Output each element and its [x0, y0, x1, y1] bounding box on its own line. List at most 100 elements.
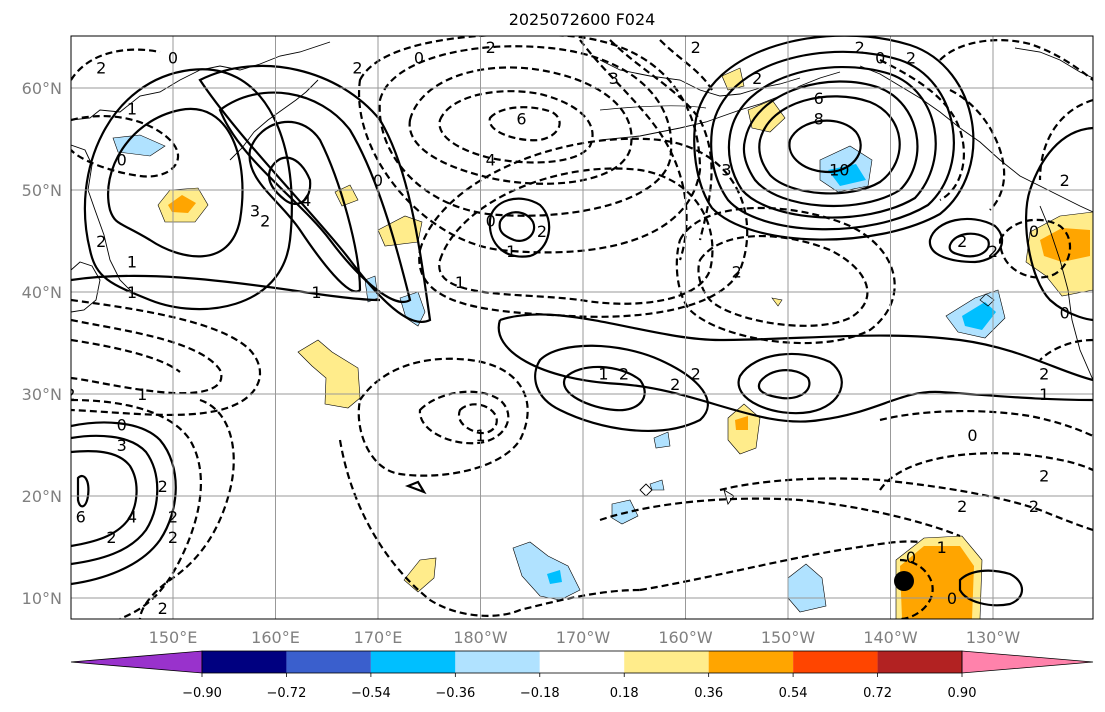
- contour-label: 0: [875, 48, 885, 67]
- contour-line: [418, 137, 749, 318]
- contour-label: 0: [967, 426, 977, 445]
- contour-line: [499, 313, 1093, 382]
- contour-line: [378, 45, 673, 217]
- contour-line: [71, 450, 138, 548]
- contour-label: 2: [168, 507, 178, 526]
- contour-line: [71, 274, 381, 302]
- contour-line: [948, 232, 990, 258]
- graticule: [71, 36, 1093, 619]
- shade-deep-blue: [828, 164, 866, 186]
- contour-label: 1: [1039, 385, 1049, 404]
- contour-label: 2: [486, 38, 496, 57]
- lat-tick-label: 40°N: [22, 283, 62, 302]
- contour-line: [758, 95, 901, 195]
- shade-blue: [512, 541, 581, 601]
- contour-line: [1038, 98, 1093, 181]
- contour-label: 3: [609, 69, 619, 88]
- contour-label: 3: [250, 201, 260, 220]
- contour-line: [697, 234, 869, 327]
- lon-tick-label: 170°W: [556, 628, 611, 647]
- contour-label: 3: [117, 436, 127, 455]
- contour-label: 2: [106, 528, 116, 547]
- contour-line: [719, 477, 1093, 532]
- lat-tick-label: 60°N: [22, 79, 62, 98]
- contour-label: 2: [855, 38, 865, 57]
- contour-line: [788, 119, 862, 174]
- coastline: [71, 261, 101, 313]
- contour-line: [879, 409, 1093, 437]
- contour-line: [71, 48, 161, 81]
- colorbar-extend-low: [70, 650, 203, 674]
- shade-blue: [653, 431, 671, 449]
- contour-line: [693, 36, 975, 241]
- contour-label: 2: [957, 497, 967, 516]
- contour-label: 2: [1039, 365, 1049, 384]
- colorbar-frame: [201, 650, 963, 674]
- contour-line: [338, 439, 641, 617]
- lon-tick-label: 160°W: [658, 628, 713, 647]
- contour-label: 2: [1039, 467, 1049, 486]
- contour-label: 0: [947, 589, 957, 608]
- contour-line: [71, 338, 181, 373]
- contour-label: 2: [168, 528, 178, 547]
- coastline-layer: [71, 41, 1093, 505]
- colorbar-bin: [286, 651, 371, 673]
- shade-yellow: [377, 215, 423, 247]
- contour-line: [404, 480, 427, 495]
- contour-line: [107, 107, 244, 258]
- contour-line: [138, 398, 235, 619]
- contour-line: [742, 80, 919, 208]
- contour-label: 4: [486, 150, 496, 169]
- shade-blue: [649, 479, 665, 491]
- contour-label: 2: [691, 365, 701, 384]
- contour-label: 2: [96, 232, 106, 251]
- shade-yellow: [403, 557, 437, 593]
- contour-line: [609, 39, 713, 241]
- contour-label: 0: [906, 548, 916, 567]
- contour-line: [710, 50, 955, 231]
- contour-label: 2: [619, 365, 629, 384]
- axis-tick-labels: 60°N 50°N 40°N 30°N 20°N 10°N 150°E 160°E 170°E 1…: [22, 79, 1021, 647]
- contour-label: 1: [127, 283, 137, 302]
- thin-features: [599, 105, 995, 307]
- contour-label: 2: [957, 232, 967, 251]
- storm-marker: [894, 571, 914, 591]
- contour-label: 3: [721, 161, 731, 180]
- colorbar-bin: [370, 651, 456, 673]
- colorbar-tick-label: −0.54: [351, 686, 391, 701]
- contour-line: [71, 298, 262, 417]
- contour-label: 10: [829, 161, 849, 180]
- contour-line: [418, 390, 510, 445]
- contour-line: [357, 36, 702, 254]
- colorbar-tick-label: −0.90: [182, 686, 222, 701]
- colorbar-bin: [708, 651, 794, 673]
- contour-label: 4: [301, 191, 311, 210]
- contour-line: [76, 474, 90, 508]
- contour-label: 0: [414, 48, 424, 67]
- contour-label: 0: [117, 416, 127, 435]
- contour-line: [737, 352, 843, 415]
- contour-line: [71, 421, 177, 586]
- colorbar-extend-high: [961, 650, 1094, 674]
- contour-label: 1: [475, 426, 485, 445]
- contour-line: [198, 64, 432, 323]
- contour-line: [659, 39, 713, 91]
- contour-line: [248, 120, 362, 293]
- contour-label: 2: [96, 59, 106, 78]
- contour-label: 2: [732, 263, 742, 282]
- contour-line: [497, 319, 1093, 423]
- lat-tick-label: 50°N: [22, 181, 62, 200]
- contour-label: 6: [814, 89, 824, 108]
- contour-label: 0: [373, 171, 383, 190]
- coastline: [71, 144, 133, 293]
- contour-label: 1: [137, 385, 147, 404]
- colorbar-bin: [624, 651, 709, 673]
- contour-line: [71, 434, 159, 566]
- contour-line: [71, 114, 180, 178]
- map-title: 2025072600 F024: [509, 10, 656, 29]
- colorbar-tick-label: 0.72: [863, 686, 892, 701]
- contour-line: [488, 106, 561, 142]
- contour-label: 1: [127, 252, 137, 271]
- thin-contour: [979, 293, 995, 307]
